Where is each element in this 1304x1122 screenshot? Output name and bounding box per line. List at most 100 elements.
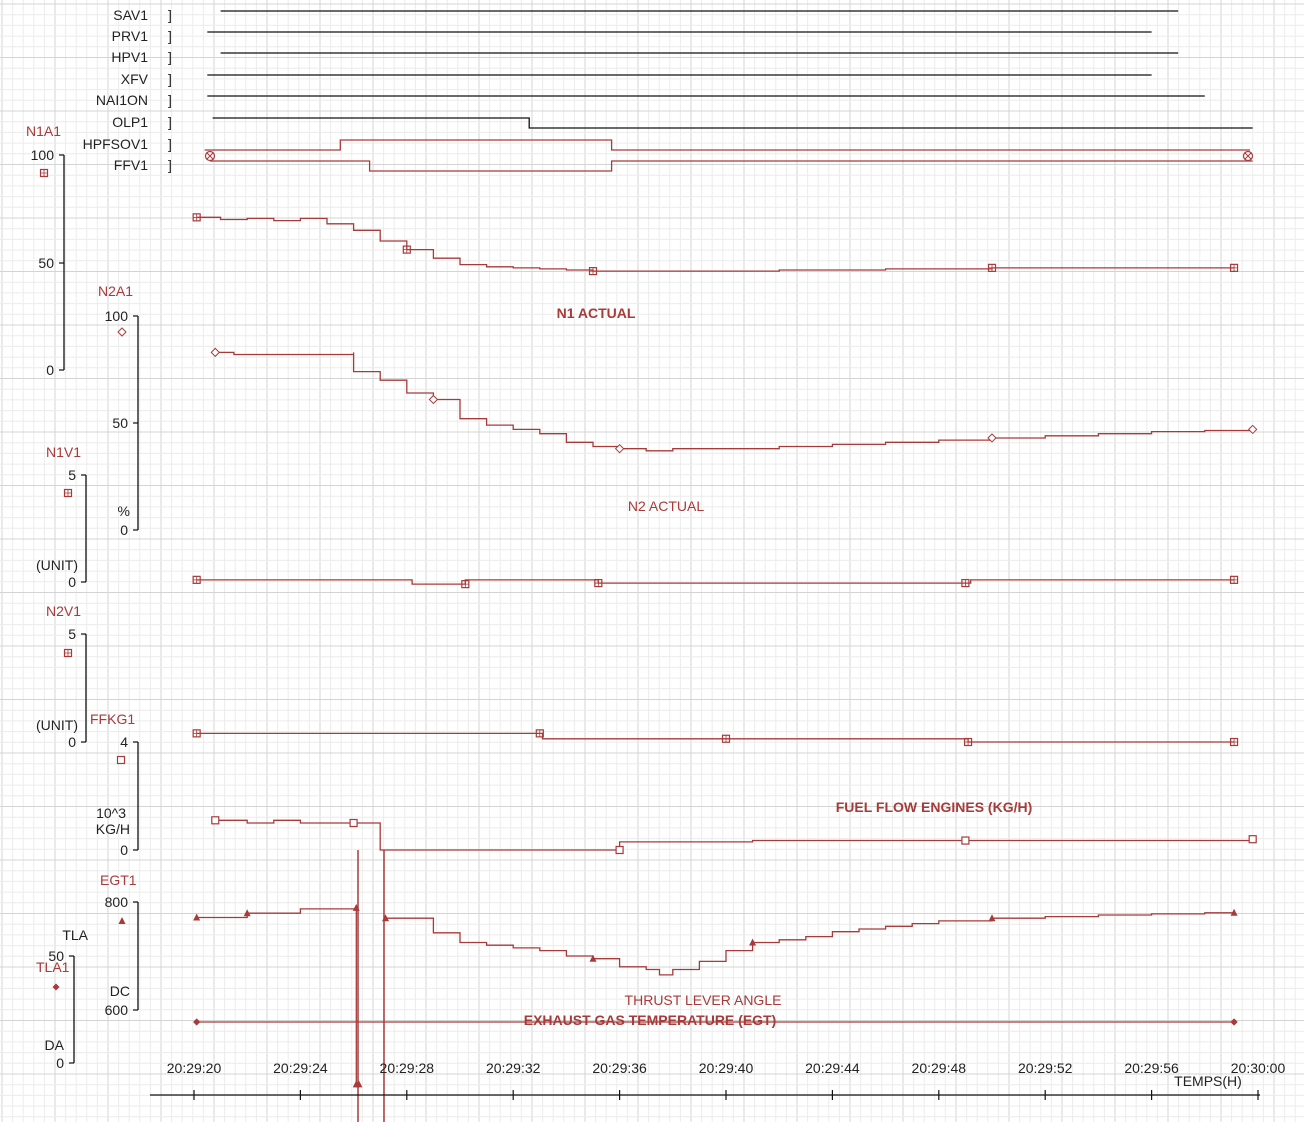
axis-series-label: N2A1 — [98, 283, 133, 299]
data-point-cross — [193, 729, 201, 737]
axis-tick-label: 100 — [105, 308, 129, 324]
discrete-label-ffv1: FFV1 — [114, 157, 148, 173]
x-tick-label: 20:29:20 — [167, 1060, 222, 1076]
discrete-label-nai1on: NAI1ON — [96, 92, 148, 108]
data-point — [987, 433, 997, 443]
series-tla1 — [193, 903, 363, 1088]
discrete-bracket: ] — [168, 157, 172, 173]
data-point-cross — [722, 735, 730, 743]
x-axis-title: TEMPS(H) — [1174, 1073, 1242, 1089]
axis-marker — [116, 755, 126, 765]
axis-marker-cross — [64, 489, 72, 497]
axis-marker — [118, 917, 126, 924]
data-point — [243, 909, 251, 917]
x-tick-label: 20:29:44 — [805, 1060, 860, 1076]
data-point — [1230, 1018, 1238, 1026]
axis-series-label: TLA1 — [36, 959, 70, 975]
series-group — [192, 213, 1258, 1088]
data-point — [614, 443, 625, 454]
x-tick-label: 20:29:56 — [1124, 1060, 1179, 1076]
axis-tick-label: 0 — [120, 522, 128, 538]
series-line-egt1 — [385, 912, 1235, 976]
data-point — [1247, 424, 1258, 435]
discrete-signals: SAV1] PRV1] HPV1] XFV] NAI1ON] OLP1] HPFSOV1] F… — [83, 7, 1254, 173]
data-point-cross — [1230, 738, 1238, 746]
axis-tick-label: 5 — [68, 467, 76, 483]
series-line-n2v1 — [196, 732, 1235, 743]
time-cursors — [357, 850, 385, 1122]
discrete-bracket: ] — [168, 92, 172, 108]
axis-tick-label: 0 — [120, 842, 128, 858]
data-point — [355, 1080, 363, 1088]
axis-egt1: EGT1 800 600 — [100, 872, 139, 1018]
x-tick-label: 20:30:00 — [1231, 1060, 1286, 1076]
unit-label-n1v1: (UNIT) — [36, 557, 78, 573]
discrete-bracket: ] — [168, 71, 172, 87]
series-line-ffkg1 — [215, 819, 1254, 851]
axis-ffkg1: FFKG1 4 0 — [90, 711, 139, 858]
data-point-cross — [403, 246, 411, 254]
data-point-cross — [964, 738, 972, 746]
data-point-cross — [461, 580, 469, 588]
x-tick-label: 20:29:40 — [699, 1060, 754, 1076]
axis-marker-cross — [64, 649, 72, 657]
axis-series-label: EGT1 — [100, 872, 137, 888]
axis-n1v1: N1V1 5 0 — [46, 444, 87, 590]
discrete-bracket: ] — [168, 28, 172, 44]
discrete-bracket: ] — [168, 114, 172, 130]
data-point-cross — [193, 213, 201, 221]
discrete-label-sav1: SAV1 — [113, 7, 148, 23]
data-point — [988, 914, 996, 922]
x-tick-label: 20:29:36 — [592, 1060, 647, 1076]
data-point — [349, 818, 358, 828]
data-point — [193, 913, 201, 921]
unit-label-percent: % — [118, 503, 130, 519]
data-point — [210, 347, 220, 358]
series-titles: N1 ACTUAL N2 ACTUAL FUEL FLOW ENGINES (KG/… — [524, 305, 1033, 1028]
axis-series-label: N1A1 — [26, 123, 61, 139]
unit-label-tla: DA — [45, 1037, 65, 1053]
axis-tick-label: 50 — [38, 255, 54, 271]
axis-tick-label: 4 — [120, 734, 128, 750]
discrete-label-olp1: OLP1 — [112, 114, 148, 130]
axis-series-label: FFKG1 — [90, 711, 135, 727]
data-point — [1248, 835, 1257, 844]
x-tick-label: 20:29:32 — [486, 1060, 541, 1076]
data-point-cross — [589, 267, 597, 275]
axis-series-label: N2V1 — [46, 603, 81, 619]
x-tick-label: 20:29:24 — [273, 1060, 328, 1076]
axis-label-tla: TLA — [62, 927, 88, 943]
axis-tick-label: 100 — [31, 147, 55, 163]
data-point — [615, 845, 624, 855]
discrete-trace-ffv1 — [210, 160, 1253, 172]
title-fuel-flow: FUEL FLOW ENGINES (KG/H) — [836, 799, 1033, 815]
hpfsov-marker-cross — [206, 152, 214, 160]
value-axes: N1A1100500N2A1100500N1V150N2V150FFKG140E… — [26, 123, 139, 1071]
axis-tick-label: 5 — [68, 626, 76, 642]
data-point — [749, 938, 757, 946]
title-n2-actual: N2 ACTUAL — [628, 498, 704, 514]
axis-tick-label: 0 — [68, 574, 76, 590]
data-point — [382, 914, 390, 922]
series-egt1 — [382, 908, 1238, 976]
discrete-bracket: ] — [168, 136, 172, 152]
axis-marker — [52, 983, 60, 991]
axis-tick-label: 600 — [105, 1002, 129, 1018]
data-point — [352, 903, 360, 911]
data-point-cross — [594, 579, 602, 587]
data-point-cross — [193, 576, 201, 584]
x-tick-label: 20:29:28 — [380, 1060, 435, 1076]
x-tick-label: 20:29:52 — [1018, 1060, 1073, 1076]
title-n1-actual: N1 ACTUAL — [557, 305, 636, 321]
series-n1a1 — [192, 213, 1239, 276]
x-axis: 20:29:20 20:29:24 20:29:28 20:29:32 20:29:36… — [150, 1060, 1285, 1100]
discrete-label-prv1: PRV1 — [112, 28, 149, 44]
title-thrust-lever-angle: THRUST LEVER ANGLE — [625, 992, 782, 1008]
discrete-bracket: ] — [168, 7, 172, 23]
series-line-n2a1 — [215, 351, 1254, 452]
series-n2v1 — [192, 729, 1239, 747]
unit-label-ff-scale: 10^3 — [96, 805, 126, 821]
axis-n1a1: N1A1 100 50 0 — [26, 123, 65, 378]
